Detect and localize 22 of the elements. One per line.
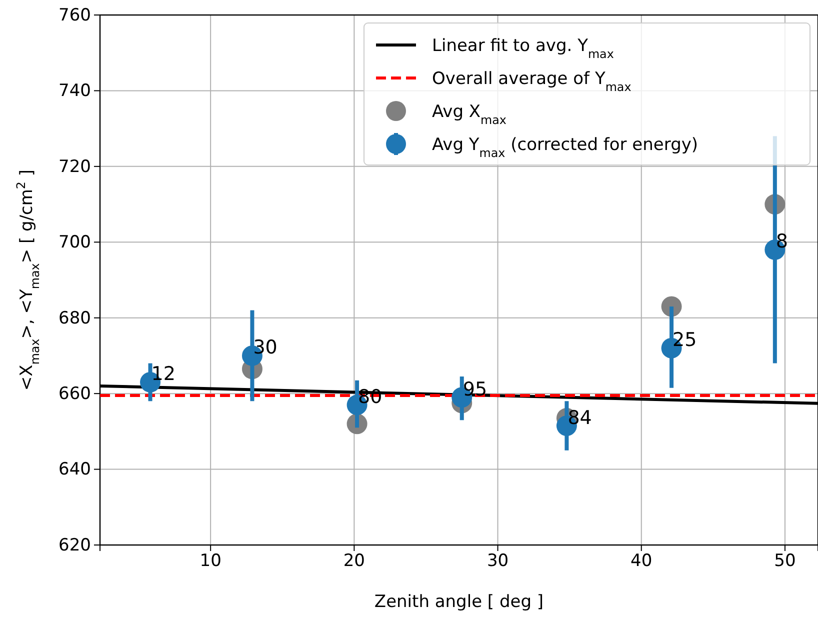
x-tick-label: 30 [486, 551, 509, 572]
x-tick-label: 20 [343, 551, 365, 572]
y-tick-label: 680 [58, 308, 91, 328]
x-axis-title: Zenith angle [ deg ] [374, 592, 544, 612]
x-tick-label: 10 [200, 551, 222, 572]
y-tick-label: 620 [58, 535, 91, 556]
y-tick-label: 720 [58, 156, 91, 177]
y-tick-label: 660 [58, 384, 91, 404]
legend-label: Linear fit to avg. Y$_{max}$ [432, 36, 614, 61]
legend-label: Avg Y$_{max}$ (corrected for energy) [432, 135, 698, 160]
annotation: 30 [253, 336, 278, 359]
x-tick-label: 40 [630, 551, 652, 572]
y-tick-label: 760 [58, 5, 91, 26]
legend-label: Overall average of Y$_{max}$ [432, 69, 632, 94]
annotation: 84 [568, 406, 592, 429]
y-tick-label: 700 [58, 232, 91, 253]
x-tick-label: 50 [774, 551, 796, 572]
annotation: 25 [672, 329, 697, 352]
annotation: 12 [151, 363, 176, 386]
y-tick-label: 740 [58, 81, 91, 102]
y-tick-label: 640 [58, 460, 91, 480]
legend-label: Avg X$_{max}$ [432, 102, 506, 127]
